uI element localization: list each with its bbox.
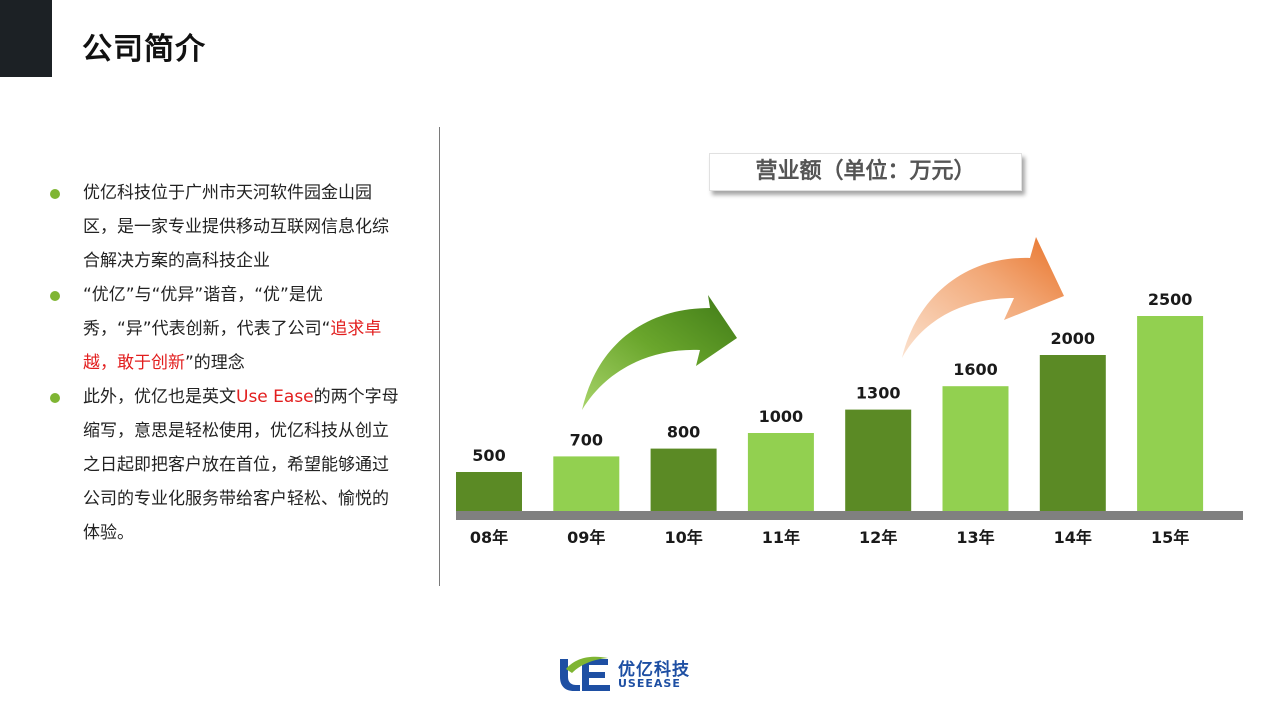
bullet-text: 优亿科技位于广州市天河软件园金山园区，是一家专业提供移动互联网信息化综合解决方案… xyxy=(83,183,389,271)
company-logo: 优亿科技 USEEASE xyxy=(558,655,698,691)
bar-11年 xyxy=(747,433,814,511)
labels-group: 500 08年 700 09年 800 10年 1000 11年 1300 12年 1600 13年 2… xyxy=(470,290,1193,547)
bullet-dot-icon xyxy=(50,393,60,403)
bar-value-label: 1600 xyxy=(953,360,998,379)
bar-13年 xyxy=(942,386,1009,511)
bullet-highlight-text: 追求卓越，敢于创新 xyxy=(83,319,382,373)
category-label: 12年 xyxy=(859,528,897,547)
bullet-item: “优亿”与“优异”谐音，“优”是优秀，“异”代表创新，代表了公司“追求卓越，敢于… xyxy=(50,278,400,380)
bar-value-label: 700 xyxy=(570,430,603,449)
bar-value-label: 2500 xyxy=(1148,290,1193,309)
bar-value-label: 2000 xyxy=(1051,329,1096,348)
bar-10年 xyxy=(650,448,717,511)
bar-08年 xyxy=(456,472,522,511)
revenue-bar-chart: 500 08年 700 09年 800 10年 1000 11年 1300 12年 1600 13年 2… xyxy=(456,237,1243,547)
bullet-dot-icon xyxy=(50,291,60,301)
bullet-text: “优亿”与“优异”谐音，“优”是优秀，“异”代表创新，代表了公司“ xyxy=(83,285,331,339)
green-growth-arrow xyxy=(582,295,737,410)
bar-value-label: 1300 xyxy=(856,384,901,403)
bar-value-label: 800 xyxy=(667,423,700,442)
category-label: 10年 xyxy=(664,528,702,547)
bars-group xyxy=(456,316,1204,511)
bar-value-label: 1000 xyxy=(759,407,804,426)
corner-accent-block xyxy=(0,0,52,77)
chart-title: 营业额（单位：万元） xyxy=(709,153,1022,191)
chart-baseline xyxy=(456,511,1243,520)
category-label: 13年 xyxy=(956,528,994,547)
bullet-item: 优亿科技位于广州市天河软件园金山园区，是一家专业提供移动互联网信息化综合解决方案… xyxy=(50,176,400,278)
bar-value-label: 500 xyxy=(472,446,505,465)
orange-growth-arrow xyxy=(902,237,1064,358)
category-label: 08年 xyxy=(470,528,508,547)
category-label: 15年 xyxy=(1151,528,1189,547)
bullet-text: 此外，优亿也是英文 xyxy=(83,387,236,407)
bullet-item: 此外，优亿也是英文Use Ease的两个字母缩写，意思是轻松使用，优亿科技从创立… xyxy=(50,380,400,550)
bar-14年 xyxy=(1039,355,1106,511)
logo-name: 优亿科技 xyxy=(618,660,690,680)
useease-logo-icon xyxy=(560,656,610,691)
bullet-text: 的两个字母缩写，意思是轻松使用，优亿科技从创立之日起即把客户放在首位，希望能够通… xyxy=(83,387,399,543)
bar-09年 xyxy=(553,456,620,511)
bar-15年 xyxy=(1137,316,1204,511)
bar-12年 xyxy=(845,409,912,511)
bullet-text: ”的理念 xyxy=(185,353,245,373)
bullet-dot-icon xyxy=(50,189,60,199)
logo-name-en: USEEASE xyxy=(618,677,681,690)
category-label: 14年 xyxy=(1054,528,1092,547)
page-title: 公司简介 xyxy=(82,32,206,67)
category-label: 11年 xyxy=(762,528,800,547)
category-label: 09年 xyxy=(567,528,605,547)
bullet-highlight-text: Use Ease xyxy=(236,387,314,407)
intro-bullet-list: 优亿科技位于广州市天河软件园金山园区，是一家专业提供移动互联网信息化综合解决方案… xyxy=(50,176,400,550)
vertical-divider xyxy=(439,127,440,586)
